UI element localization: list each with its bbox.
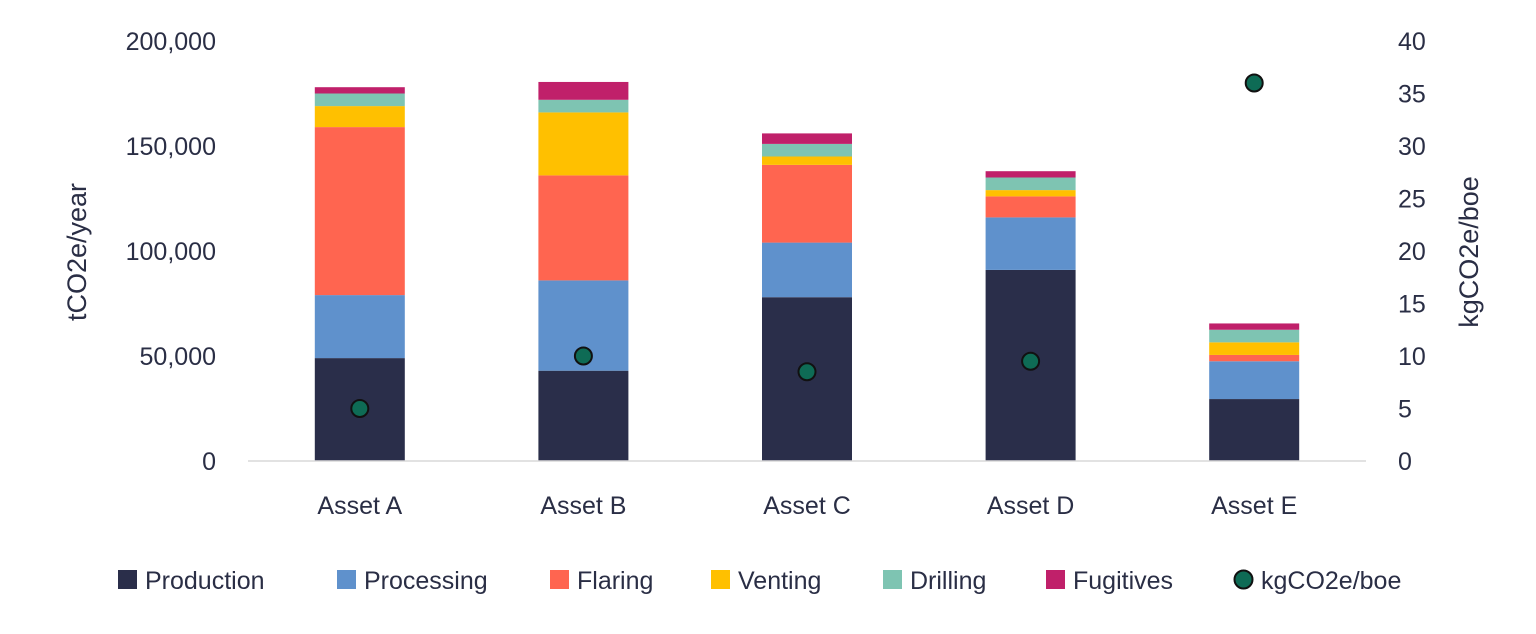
- intensity-point-asset-c: [797, 362, 817, 382]
- legend-label-processing: Processing: [364, 567, 488, 595]
- bar-fugitives-asset-c: [762, 133, 852, 144]
- y2-axis-ticks: 0 5 10 15 20 25 30 35 40: [1398, 28, 1426, 476]
- y-tick-label: 50,000: [140, 343, 216, 371]
- bar-processing-asset-e: [1209, 361, 1300, 400]
- y2-tick-label: 20: [1398, 238, 1426, 266]
- legend-swatch-fugitives: [1046, 570, 1065, 589]
- bar-fugitives-asset-e: [1209, 323, 1300, 330]
- legend-label-venting: Venting: [738, 567, 821, 595]
- x-tick-label: Asset E: [1211, 492, 1297, 520]
- bar-drilling-asset-e: [1209, 329, 1300, 343]
- y-axis-title: tCO2e/year: [62, 183, 92, 321]
- bar-processing-asset-d: [985, 217, 1076, 270]
- legend-label-kgco2e-boe: kgCO2e/boe: [1261, 567, 1401, 595]
- y-tick-label: 100,000: [126, 238, 216, 266]
- bar-production-asset-b: [538, 370, 629, 461]
- y2-tick-label: 25: [1398, 186, 1426, 214]
- bar-drilling-asset-a: [314, 93, 405, 107]
- y2-tick-label: 30: [1398, 133, 1426, 161]
- legend-swatch-venting: [711, 570, 730, 589]
- x-tick-label: Asset C: [763, 492, 851, 520]
- y2-axis-title: kgCO2e/boe: [1454, 176, 1484, 328]
- legend-swatch-drilling: [883, 570, 902, 589]
- y-tick-label: 150,000: [126, 133, 216, 161]
- y2-tick-label: 5: [1398, 396, 1412, 424]
- bar-venting-asset-d: [985, 190, 1076, 197]
- intensity-point-asset-d: [1021, 351, 1041, 371]
- bar-fugitives-asset-a: [314, 87, 405, 94]
- y2-tick-label: 35: [1398, 81, 1426, 109]
- y-tick-label: 200,000: [126, 28, 216, 56]
- bar-fugitives-asset-d: [985, 171, 1076, 178]
- bar-processing-asset-a: [314, 295, 405, 359]
- stacked-bars: [314, 81, 1300, 461]
- bar-flaring-asset-c: [762, 164, 852, 243]
- bar-venting-asset-b: [538, 112, 629, 176]
- x-tick-label: Asset D: [987, 492, 1075, 520]
- bar-flaring-asset-e: [1209, 354, 1300, 362]
- y2-tick-label: 0: [1398, 448, 1412, 476]
- x-tick-label: Asset B: [540, 492, 626, 520]
- bar-flaring-asset-b: [538, 175, 629, 281]
- legend-label-drilling: Drilling: [910, 567, 986, 595]
- bar-venting-asset-a: [314, 106, 405, 128]
- y-axis-ticks: 0 50,000 100,000 150,000 200,000: [126, 28, 216, 476]
- intensity-point-asset-b: [573, 346, 593, 366]
- y2-tick-label: 10: [1398, 343, 1426, 371]
- y-tick-label: 0: [202, 448, 216, 476]
- bar-flaring-asset-d: [985, 196, 1076, 218]
- legend-label-flaring: Flaring: [577, 567, 653, 595]
- bar-flaring-asset-a: [314, 127, 405, 296]
- bar-drilling-asset-d: [985, 177, 1076, 191]
- intensity-point-asset-a: [350, 399, 370, 418]
- legend-swatch-kgco2e-boe: [1233, 569, 1254, 590]
- legend-swatch-processing: [337, 570, 356, 589]
- x-axis-ticks: Asset A Asset B Asset C Asset D Asset E: [317, 492, 1297, 520]
- bar-processing-asset-c: [762, 242, 852, 298]
- legend-label-fugitives: Fugitives: [1073, 567, 1173, 595]
- legend-swatch-flaring: [550, 570, 569, 589]
- bar-fugitives-asset-b: [538, 81, 629, 100]
- intensity-point-asset-e: [1244, 73, 1264, 93]
- bar-venting-asset-e: [1209, 342, 1300, 355]
- bar-drilling-asset-b: [538, 99, 629, 113]
- legend-label-production: Production: [145, 567, 265, 595]
- legend: Production Processing Flaring Venting Drilli…: [118, 567, 1401, 595]
- bar-drilling-asset-c: [762, 143, 852, 157]
- x-tick-label: Asset A: [317, 492, 402, 520]
- bar-venting-asset-c: [762, 156, 852, 165]
- bar-production-asset-e: [1209, 399, 1300, 461]
- y2-tick-label: 15: [1398, 291, 1426, 319]
- intensity-points: [350, 73, 1264, 418]
- y2-tick-label: 40: [1398, 28, 1426, 56]
- legend-swatch-production: [118, 570, 137, 589]
